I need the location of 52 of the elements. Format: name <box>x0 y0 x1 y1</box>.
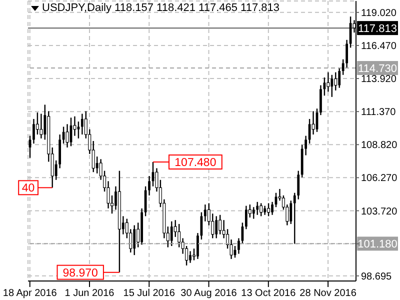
y-tick-label: 111.370 <box>361 107 396 118</box>
y-tick-label: 106.270 <box>361 173 398 184</box>
candlestick <box>290 200 292 225</box>
candlestick <box>271 201 274 216</box>
candlestick <box>148 175 150 196</box>
y-tick-label: 116.470 <box>361 41 397 52</box>
candlestick <box>36 112 39 136</box>
annotation: 107.480 <box>174 157 216 169</box>
candlestick <box>189 250 192 264</box>
candlestick <box>133 224 136 256</box>
candlestick <box>346 39 348 69</box>
candlestick <box>297 170 300 200</box>
candlestick <box>256 201 259 216</box>
x-tick-label: 30 Aug 2016 <box>180 288 238 300</box>
annotation: 98.970 <box>62 267 98 280</box>
x-tick-label: 28 Nov 2016 <box>300 288 357 300</box>
x-tick-label: 13 Oct 2016 <box>241 288 296 300</box>
candlestick <box>320 84 322 116</box>
candlestick <box>264 205 266 216</box>
candlestick <box>312 110 315 136</box>
y-tick-label: 119.020 <box>361 8 397 19</box>
candlestick <box>330 74 334 98</box>
ref-line-label: 114.730 <box>358 63 397 76</box>
x-tick-label: 18 Apr 2016 <box>2 288 58 300</box>
ref-line-label: 101.180 <box>358 238 398 251</box>
candlestick <box>196 232 199 260</box>
candlestick <box>32 118 35 144</box>
annotation: 40 <box>22 182 35 195</box>
candlestick <box>293 192 296 244</box>
candlestick <box>326 72 330 92</box>
y-tick-label: 108.820 <box>361 140 398 152</box>
candlestick <box>267 202 270 217</box>
candlestick <box>260 202 263 217</box>
candlestick <box>215 216 218 239</box>
candlestick <box>252 206 255 220</box>
y-tick-label: 113.920 <box>361 74 397 86</box>
x-tick-label: 1 Jun 2016 <box>64 288 115 300</box>
candlestick <box>244 205 248 230</box>
ref-line-label: 117.813 <box>358 23 397 36</box>
y-tick-label: 103.720 <box>361 206 398 218</box>
candlestick <box>338 68 341 88</box>
chart-title: USDJPY,Daily 118.157 118.421 117.465 117.813 <box>42 2 280 14</box>
candlestick <box>218 214 222 235</box>
candlestick <box>66 124 69 148</box>
y-tick-label: 98.695 <box>361 271 392 282</box>
x-tick-label: 15 Jul 2016 <box>123 288 176 300</box>
candlestick <box>170 220 173 247</box>
candlestick <box>238 238 240 254</box>
candlestick <box>80 113 84 136</box>
candlestick <box>40 113 43 140</box>
candlestick <box>204 204 206 222</box>
candlestick <box>77 120 80 140</box>
